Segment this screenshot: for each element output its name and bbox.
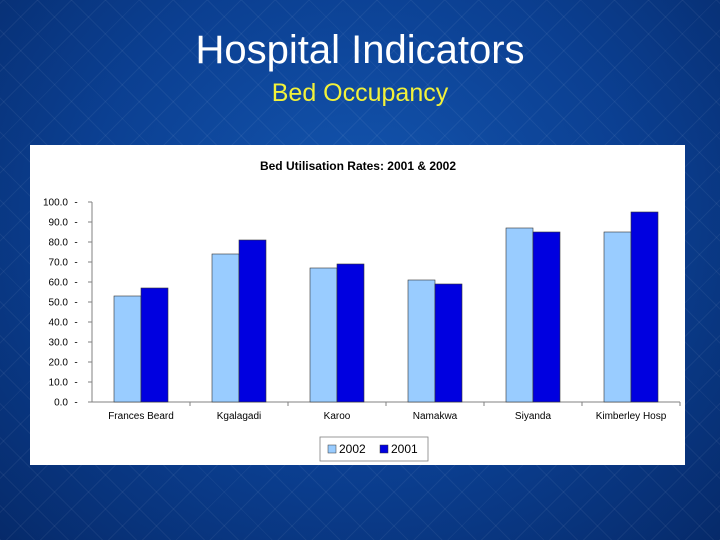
- y-tick-label: 80.0: [49, 238, 69, 249]
- y-tick-label: 70.0: [49, 258, 69, 269]
- legend-swatch-2002: [327, 444, 337, 454]
- y-tick-dash: -: [74, 218, 77, 229]
- slide-subtitle: Bed Occupancy: [271, 79, 449, 107]
- bar-2002-siyanda: [505, 227, 534, 403]
- y-tick-dash: -: [74, 338, 77, 349]
- bar-2002-kgalagadi: [211, 253, 240, 403]
- bar-2002-karoo: [309, 267, 338, 403]
- y-tick-dash: -: [74, 378, 77, 389]
- legend: 2002 2001: [319, 436, 429, 462]
- bar-2002-kimberley-hosp: [603, 231, 632, 403]
- y-tick-label: 60.0: [49, 278, 69, 289]
- x-category-label: Kgalagadi: [217, 411, 261, 422]
- x-category-label: Namakwa: [413, 411, 458, 422]
- y-tick-dash: -: [74, 298, 77, 309]
- x-category-label: Karoo: [324, 411, 351, 422]
- x-axis: Frances Beard Kgalagadi Karoo Namakwa Siyand…: [92, 401, 681, 422]
- bar-2002-frances-beard: [113, 295, 142, 403]
- y-tick-dash: -: [74, 198, 77, 209]
- legend-swatch-2001: [379, 444, 389, 454]
- y-tick-label: 50.0: [49, 298, 69, 309]
- bar-2001-kgalagadi: [238, 239, 267, 403]
- y-tick-dash: -: [74, 318, 77, 329]
- x-category-label: Kimberley Hosp: [596, 411, 667, 422]
- x-category-label: Frances Beard: [108, 411, 174, 422]
- y-tick-dash: -: [74, 238, 77, 249]
- y-axis: 0.0 -10.0 -20.0 -30.0 -40.0 -50.0 -60.0 -70.0 -8…: [43, 198, 93, 409]
- y-tick-label: 10.0: [49, 378, 69, 389]
- bar-2001-namakwa: [434, 283, 463, 403]
- y-tick-label: 40.0: [49, 318, 69, 329]
- slide-title: Hospital Indicators: [195, 28, 525, 72]
- bar-2002-namakwa: [407, 279, 436, 403]
- bar-2001-frances-beard: [140, 287, 169, 403]
- y-tick-label: 30.0: [49, 338, 69, 349]
- bar-2001-karoo: [336, 263, 365, 403]
- y-tick-label: 100.0: [43, 198, 68, 209]
- y-tick-label: 90.0: [49, 218, 69, 229]
- bars: [113, 211, 659, 403]
- legend-label-2002: 2002: [339, 442, 366, 456]
- bar-2001-siyanda: [532, 231, 561, 403]
- y-tick-label: 20.0: [49, 358, 69, 369]
- y-tick-dash: -: [74, 358, 77, 369]
- y-tick-dash: -: [74, 258, 77, 269]
- bar-chart: Bed Utilisation Rates: 2001 & 2002 0.0 -1…: [43, 159, 681, 462]
- chart-panel: Bed Utilisation Rates: 2001 & 2002 0.0-1…: [30, 145, 685, 465]
- y-tick-label: 0.0: [54, 398, 68, 409]
- x-category-label: Siyanda: [515, 411, 552, 422]
- chart-title: Bed Utilisation Rates: 2001 & 2002: [260, 159, 456, 173]
- bar-2001-kimberley-hosp: [630, 211, 659, 403]
- legend-label-2001: 2001: [391, 442, 418, 456]
- legend-box: [319, 436, 429, 462]
- y-tick-dash: -: [74, 278, 77, 289]
- y-tick-dash: -: [74, 398, 77, 409]
